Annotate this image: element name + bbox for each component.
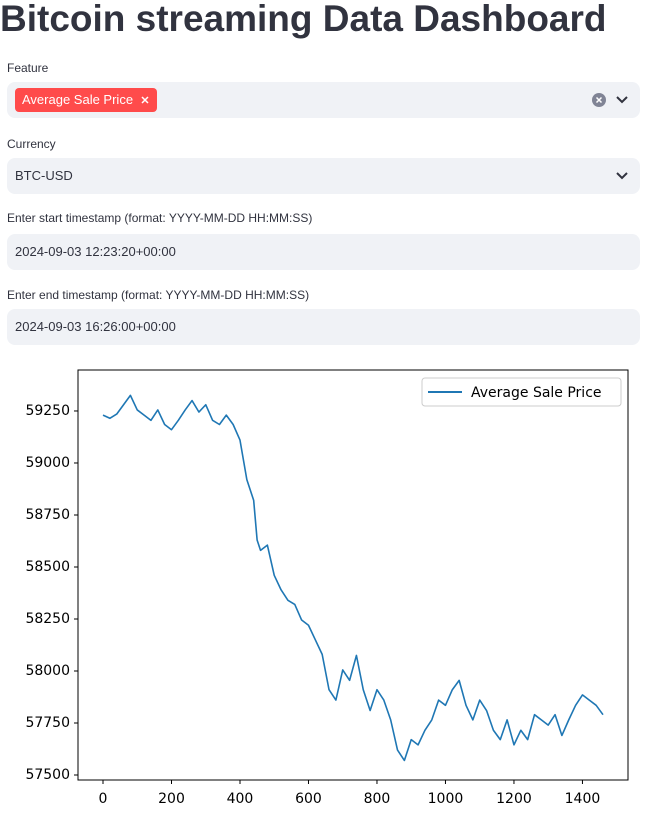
y-tick-label: 57500: [25, 767, 70, 783]
page-title: Bitcoin streaming Data Dashboard: [0, 0, 607, 39]
start-value: 2024-09-03 12:23:20+00:00: [15, 244, 176, 259]
feature-tag-text: Average Sale Price: [22, 92, 134, 107]
legend-box: [421, 377, 622, 407]
clear-icon[interactable]: [592, 93, 606, 107]
end-input[interactable]: 2024-09-03 16:26:00+00:00: [7, 309, 640, 345]
start-input[interactable]: 2024-09-03 12:23:20+00:00: [7, 234, 640, 270]
x-tick-label: 600: [295, 791, 322, 807]
y-tick-label: 57750: [25, 715, 70, 731]
tag-remove-icon[interactable]: [141, 96, 149, 104]
feature-select[interactable]: Average Sale Price: [7, 82, 640, 118]
y-tick-label: 59250: [25, 403, 70, 419]
y-tick-label: 58500: [25, 559, 70, 575]
currency-label: Currency: [7, 137, 56, 151]
y-tick-label: 58750: [25, 507, 70, 523]
y-tick-label: 59000: [25, 455, 70, 471]
chart: 57500 57750 58000 58250 58500 58750 59000 59250…: [25, 369, 629, 807]
x-tick-label: 200: [158, 791, 185, 807]
x-tick-label: 1000: [428, 791, 464, 807]
x-tick-label: 1400: [565, 791, 601, 807]
dropdown-icon[interactable]: [616, 171, 628, 181]
axes-frame: [77, 369, 629, 781]
x-tick-label: 800: [364, 791, 391, 807]
x-tick-label: 400: [227, 791, 254, 807]
x-tick-label: 0: [99, 791, 108, 807]
x-tick-label: 1200: [496, 791, 532, 807]
end-label: Enter end timestamp (format: YYYY-MM-DD …: [7, 288, 310, 302]
y-tick-label: 58250: [25, 611, 70, 627]
feature-tag[interactable]: Average Sale Price: [15, 88, 158, 112]
end-value: 2024-09-03 16:26:00+00:00: [15, 319, 176, 334]
feature-label: Feature: [7, 61, 49, 75]
dropdown-icon[interactable]: [616, 95, 628, 105]
y-tick-label: 58000: [25, 663, 70, 679]
start-label: Enter start timestamp (format: YYYY-MM-D…: [7, 211, 313, 225]
currency-select[interactable]: BTC-USD: [7, 158, 640, 194]
currency-value: BTC-USD: [15, 168, 73, 183]
legend-label: Average Sale Price: [471, 385, 602, 401]
price-line: [102, 394, 604, 762]
